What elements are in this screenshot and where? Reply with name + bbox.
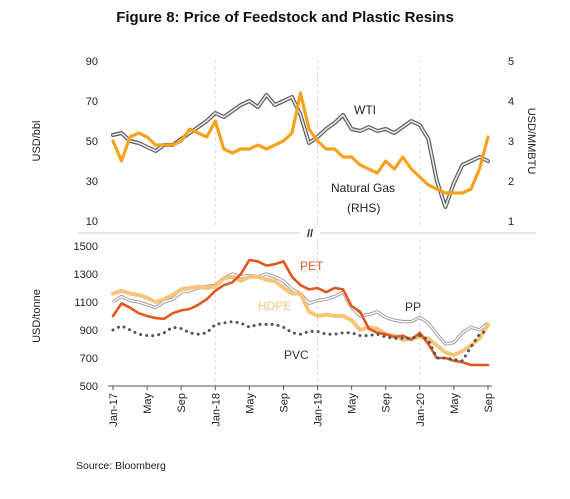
bottom-panel: 500 700 900 1100 1300 1500 USD/tonne PET HDPE PP P… [31,240,495,427]
x-tick-label: Sep [483,393,495,413]
y-tick-right: 4 [508,96,514,108]
x-tick-label: Jan-20 [415,393,427,427]
series-label-pp: PP [405,300,421,314]
series-label-pet: PET [300,259,324,273]
x-tick-label: Jan-17 [108,393,120,427]
series-line-pvc [111,320,490,363]
y-tick-left: 90 [86,56,98,68]
series-line-pet [111,258,490,367]
series-label-rhs: (RHS) [347,201,380,215]
y-tick-left: 900 [80,325,98,337]
y-tick-left: 700 [80,353,98,365]
x-tick-label: Jan-18 [210,393,222,427]
y-tick-left: 1300 [74,269,98,281]
axis-break-mark: // [307,228,313,240]
x-tick-label: May [142,393,154,414]
y-axis-label-right: USD/MMBTU [525,108,537,175]
y-tick-right: 2 [508,176,514,188]
series-line-natural-gas [111,91,490,195]
y-tick-left: 30 [86,176,98,188]
x-tick-label: Sep [278,393,290,413]
axis-break-bg [300,226,320,240]
chart-title: Figure 8: Price of Feedstock and Plastic… [116,9,454,26]
y-tick-right: 5 [508,56,514,68]
y-axis-label-left: USD/bbl [31,121,43,162]
y-tick-left: 1100 [74,297,98,309]
y-tick-left: 10 [86,216,98,228]
y-tick-left: 1500 [74,241,98,253]
series-label-natural-gas: Natural Gas [331,181,395,195]
series-label-hdpe: HDPE [258,299,291,313]
chart-decor: // [78,226,536,387]
x-tick-label: May [449,393,461,414]
y-tick-right: 3 [508,136,514,148]
x-tick-label: Sep [176,393,188,413]
x-tick-label: May [347,393,359,414]
x-tick-label: May [244,393,256,414]
y-tick-right: 1 [508,216,514,228]
y-axis-label-left: USD/tonne [31,289,43,343]
top-panel: 10 30 50 70 90 1 2 3 4 5 USD/bbl USD/MMBTU WTI Natura… [31,56,537,228]
y-tick-left: 500 [80,381,98,393]
source-note: Source: Bloomberg [76,460,166,472]
y-tick-left: 70 [86,96,98,108]
y-tick-left: 50 [86,136,98,148]
x-tick-label: Jan-19 [313,393,325,427]
series-line-wti [111,93,490,209]
series-label-pvc: PVC [284,348,309,362]
series-label-wti: WTI [354,103,376,117]
x-tick-label: Sep [381,393,393,413]
